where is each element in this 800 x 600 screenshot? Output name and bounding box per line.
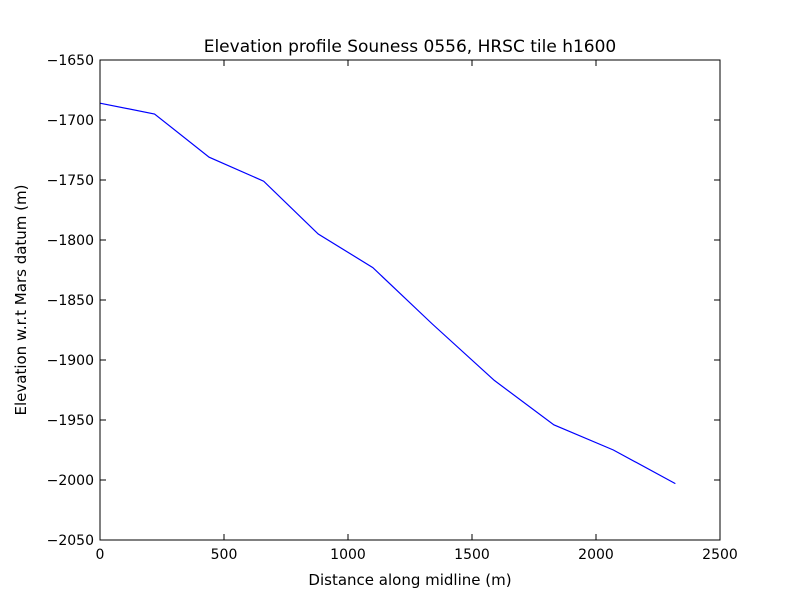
x-tick-label: 2500 [702,547,738,563]
x-axis-label: Distance along midline (m) [308,571,511,589]
series-layer [99,102,676,485]
plot-frame [99,59,721,541]
y-axis-label: Elevation w.r.t Mars datum (m) [12,185,30,416]
y-tick-label: −1950 [47,413,94,429]
plot-area [100,60,720,540]
tick-layer: 0 500 1000 1500 2000 2500 −1650 −1700 −1750 −1800… [47,53,738,563]
x-tick-label: 1500 [454,547,490,563]
y-tick-label: −1900 [47,353,94,369]
y-tick-label: −1750 [47,173,94,189]
x-tick-label: 2000 [578,547,614,563]
y-tick-label: −1800 [47,233,94,249]
chart-title: Elevation profile Souness 0556, HRSC til… [204,37,617,57]
y-tick-label: −1700 [47,113,94,129]
y-tick-label: −2050 [47,533,94,549]
x-tick-label: 500 [211,547,238,563]
y-tick-label: −1850 [47,293,94,309]
y-tick-label: −2000 [47,473,94,489]
x-tick-label: 0 [96,547,105,563]
x-tick-label: 1000 [330,547,366,563]
series-line-0 [99,102,676,485]
y-tick-label: −1650 [47,53,94,69]
